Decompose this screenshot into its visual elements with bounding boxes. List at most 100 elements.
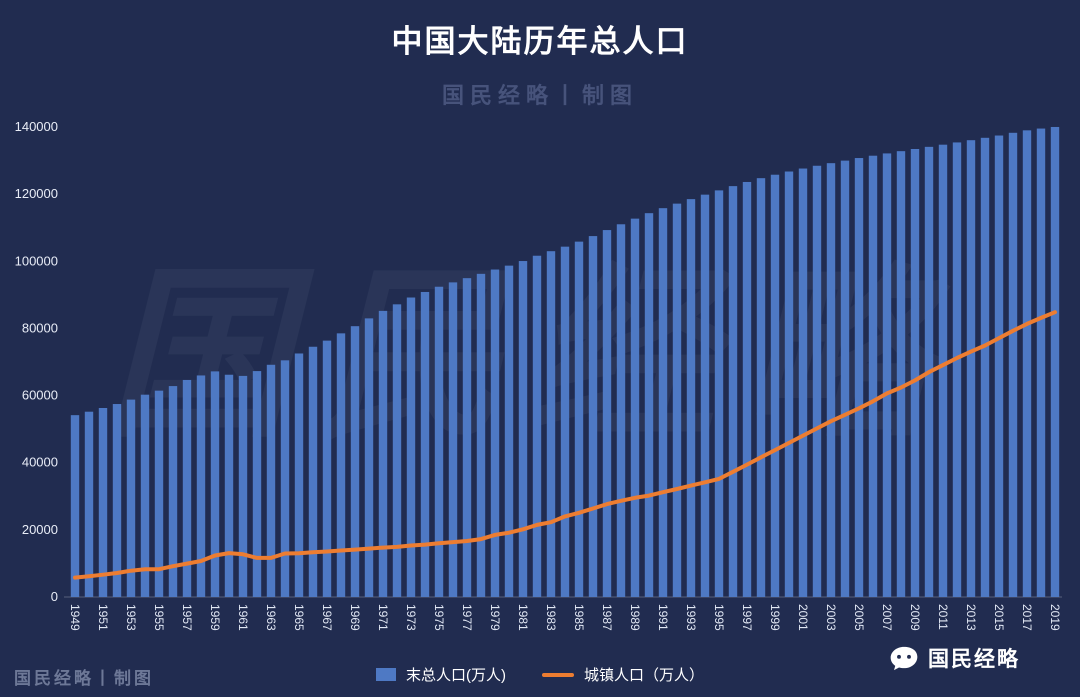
total-population-bar <box>616 224 626 597</box>
x-axis-label: 2017 <box>1020 604 1034 631</box>
total-population-bar <box>504 265 514 597</box>
total-population-bar <box>868 155 878 597</box>
x-axis-label: 1955 <box>152 604 166 631</box>
brand-name: 国民经略 <box>928 648 1020 671</box>
x-axis-label: 2007 <box>880 604 894 631</box>
x-axis-label: 1993 <box>684 604 698 631</box>
chart-title: 中国大陆历年总人口 <box>391 24 689 59</box>
x-axis-label: 2003 <box>824 604 838 631</box>
legend: 末总人口(万人) 城镇人口（万人） <box>0 664 1080 685</box>
total-population-bar <box>238 375 248 597</box>
total-population-bar <box>350 326 360 597</box>
background-watermark: 国民经略 <box>105 255 957 460</box>
total-population-bar <box>826 163 836 598</box>
total-population-bar <box>126 399 136 597</box>
total-population-bar <box>182 379 192 597</box>
total-population-bar <box>168 386 178 597</box>
total-population-bar <box>602 230 612 597</box>
total-population-bar <box>756 178 766 597</box>
total-population-bar <box>196 375 206 597</box>
y-axis-label: 20000 <box>22 522 58 537</box>
total-population-bar <box>1008 132 1018 598</box>
total-population-bar <box>952 142 962 597</box>
total-population-bar <box>462 278 472 597</box>
total-population-bar <box>980 137 990 598</box>
total-population-bar <box>294 353 304 597</box>
total-population-bar <box>770 174 780 597</box>
x-axis-label: 1969 <box>348 604 362 631</box>
total-population-bar <box>392 304 402 597</box>
x-axis-label: 1953 <box>124 604 138 631</box>
total-population-bar <box>378 310 388 597</box>
x-axis-label: 1989 <box>628 604 642 631</box>
x-axis-label: 1975 <box>432 604 446 631</box>
legend-line-swatch <box>541 672 574 677</box>
y-axis-label: 120000 <box>15 186 58 201</box>
x-axis-label: 1973 <box>404 604 418 631</box>
total-population-bar <box>420 291 430 597</box>
x-axis-label: 1991 <box>656 604 670 631</box>
x-axis-label: 1979 <box>488 604 502 631</box>
total-population-bar <box>588 236 598 597</box>
total-population-bar <box>280 360 290 597</box>
y-axis-label: 40000 <box>22 455 58 470</box>
x-axis-label: 1959 <box>208 604 222 631</box>
total-population-bar <box>1036 128 1046 598</box>
total-population-bar <box>560 246 570 597</box>
total-population-bar <box>924 146 934 597</box>
x-axis-label: 1981 <box>516 604 530 631</box>
x-axis-label: 1967 <box>320 604 334 631</box>
total-population-bar <box>476 273 486 597</box>
brand-footer: 国民经略 <box>889 643 1020 673</box>
total-population-bar <box>518 261 528 597</box>
total-population-bar <box>966 140 976 597</box>
x-axis-label: 2015 <box>992 604 1006 631</box>
total-population-bar <box>854 158 864 597</box>
total-population-bar <box>112 404 122 597</box>
y-axis-label: 140000 <box>15 119 58 134</box>
x-axis-label: 1977 <box>460 604 474 631</box>
bottom-left-watermark: 国民经略丨制图 <box>14 669 154 688</box>
total-population-bar <box>658 208 668 598</box>
total-population-bar <box>742 181 752 597</box>
x-axis-label: 2005 <box>852 604 866 631</box>
total-population-bar <box>812 165 822 597</box>
x-axis-label: 1995 <box>712 604 726 631</box>
x-axis-label: 2011 <box>936 604 950 630</box>
total-population-bar <box>532 255 542 598</box>
total-population-bar <box>434 286 444 597</box>
y-axis-label: 80000 <box>22 320 58 335</box>
total-population-bar <box>448 282 458 597</box>
total-population-bar <box>938 144 948 597</box>
total-population-bar <box>728 186 738 597</box>
total-population-bar <box>574 241 584 597</box>
total-population-bar <box>70 415 80 597</box>
total-population-bar <box>308 346 318 597</box>
total-population-bar <box>630 218 640 597</box>
x-axis-label: 1997 <box>740 604 754 631</box>
total-population-bar <box>686 199 696 597</box>
legend-bar-label: 末总人口(万人) <box>405 667 506 684</box>
x-axis-label: 1963 <box>264 604 278 631</box>
urban-population-line <box>73 310 1057 580</box>
total-population-bar <box>210 371 220 597</box>
x-axis-label: 1951 <box>96 604 110 631</box>
total-population-bar <box>546 251 556 597</box>
total-population-bar <box>910 148 920 598</box>
legend-total-population: 末总人口(万人) <box>375 664 506 685</box>
total-population-bar <box>322 340 332 597</box>
total-population-bar <box>1050 126 1060 597</box>
y-axis-label: 60000 <box>22 388 58 403</box>
wechat-icon <box>889 645 919 672</box>
total-population-bar <box>84 411 94 597</box>
total-population-bar <box>994 135 1004 597</box>
x-axis-label: 2013 <box>964 604 978 631</box>
x-axis-label: 1987 <box>600 604 614 631</box>
x-axis-label: 2019 <box>1048 604 1062 631</box>
total-population-bar <box>1022 130 1032 597</box>
y-axis-label: 0 <box>51 589 58 604</box>
total-population-bar <box>98 407 108 597</box>
x-axis-label: 1985 <box>572 604 586 631</box>
total-population-bar <box>336 333 346 597</box>
